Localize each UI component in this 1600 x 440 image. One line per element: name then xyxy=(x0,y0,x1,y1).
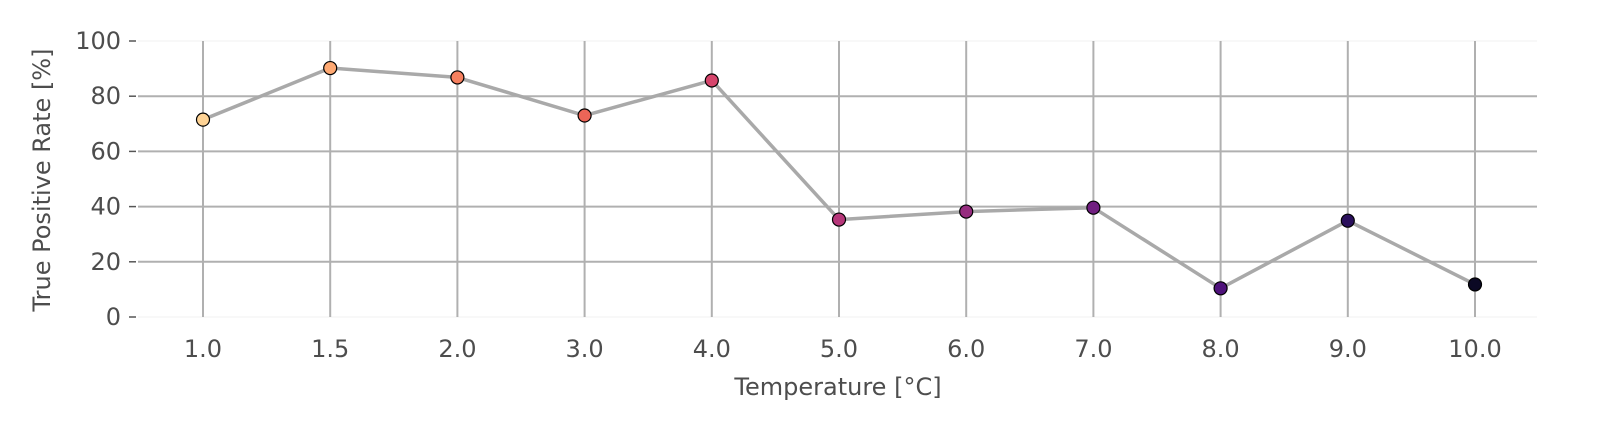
x-tick-label: 10.0 xyxy=(1448,335,1501,363)
x-tick-label: 5.0 xyxy=(820,335,858,363)
axes xyxy=(129,40,136,318)
x-tick-label: 3.0 xyxy=(566,335,604,363)
data-point-marker xyxy=(1467,277,1483,292)
data-point-marker xyxy=(959,204,974,219)
data-point-marker xyxy=(1086,200,1101,215)
x-axis-label: Temperature [°C] xyxy=(733,373,941,401)
data-points xyxy=(195,60,1483,296)
tick-labels: 0 20 40 60 80 100 1.0 1.5 2.0 3.0 4.0 5.0 6.0 7.0 8.0 9… xyxy=(75,27,1502,363)
data-point-marker xyxy=(831,212,847,227)
y-axis-label: True Positive Rate [%] xyxy=(28,49,56,313)
data-point-marker xyxy=(450,70,465,85)
y-tick-label: 100 xyxy=(75,27,121,55)
y-tick-label: 20 xyxy=(90,248,121,276)
y-tick-label: 0 xyxy=(106,303,121,331)
data-point-marker xyxy=(1213,281,1228,296)
data-point-marker xyxy=(704,73,719,88)
x-tick-label: 8.0 xyxy=(1202,335,1240,363)
x-tick-label: 4.0 xyxy=(693,335,731,363)
data-point-marker xyxy=(577,108,592,123)
y-tick-label: 40 xyxy=(90,193,121,221)
data-point-marker xyxy=(323,60,338,76)
data-point-marker xyxy=(195,112,211,127)
x-tick-label: 1.0 xyxy=(184,335,222,363)
x-tick-label: 7.0 xyxy=(1074,335,1112,363)
x-tick-label: 2.0 xyxy=(438,335,476,363)
y-tick-label: 60 xyxy=(90,137,121,165)
grid xyxy=(138,40,1537,318)
data-point-marker xyxy=(1340,213,1355,228)
x-tick-label: 6.0 xyxy=(947,335,985,363)
x-tick-label: 1.5 xyxy=(311,335,349,363)
y-tick-label: 80 xyxy=(90,82,121,110)
x-tick-label: 9.0 xyxy=(1329,335,1367,363)
